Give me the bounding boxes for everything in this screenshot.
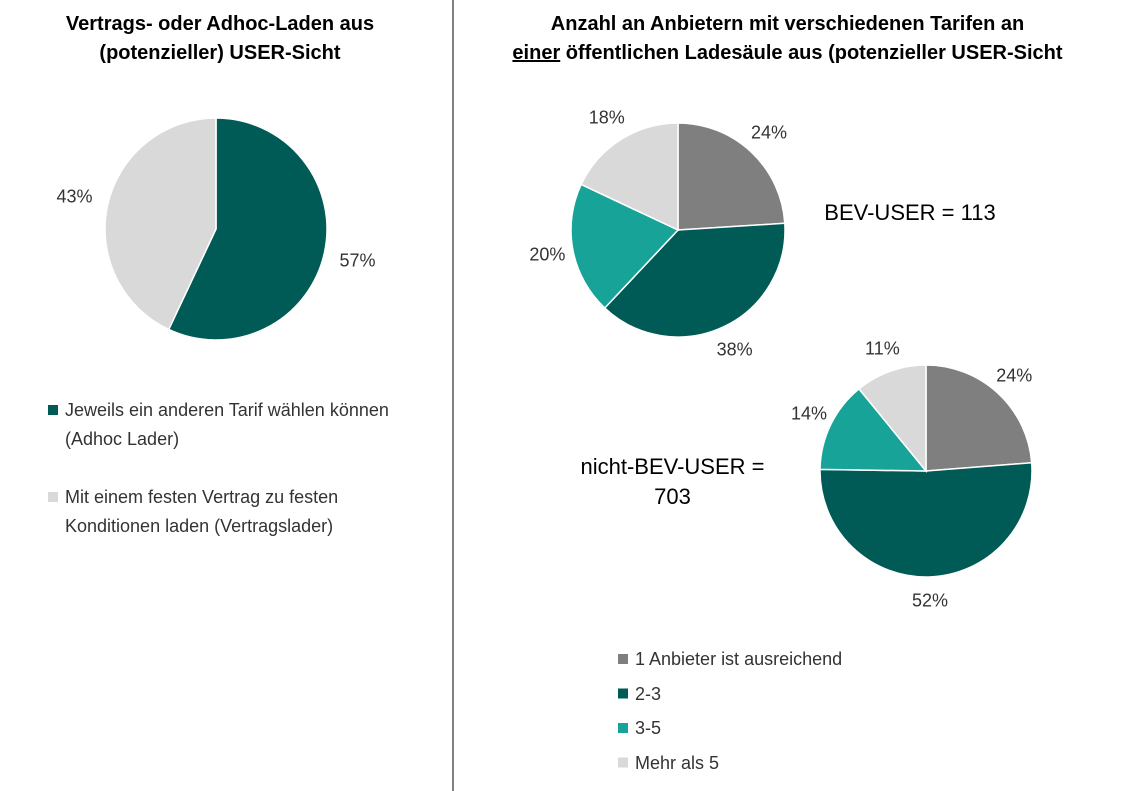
data-label: 18%: [588, 107, 625, 128]
legend-swatch: [48, 492, 58, 502]
legend-entry: 1 Anbieter ist ausreichend: [635, 649, 843, 669]
pie-slice: [857, 364, 927, 474]
data-label: 43%: [56, 186, 93, 207]
data-label: 38%: [716, 339, 753, 360]
legend-entry: Jeweils ein anderen Tarif wählen können …: [65, 400, 389, 449]
chart-title: Anzahl an Anbietern mit verschiedenen Ta…: [455, 10, 1120, 68]
pie-slice: [925, 364, 1033, 472]
pie-slice: [570, 183, 680, 310]
legend-entry: Mit einem festen Vertrag zu festen Kondi…: [65, 487, 339, 536]
data-label: 20%: [529, 244, 566, 265]
title-part: Vertrags- oder Adhoc-Laden aus (potenzie…: [65, 13, 375, 64]
annotation: nicht-BEV-USER = 703: [580, 454, 765, 509]
legend-swatch: [618, 688, 628, 699]
data-label: 57%: [339, 250, 376, 271]
chart-title: Vertrags- oder Adhoc-Laden aus (potenzie…: [20, 10, 420, 68]
pie-slice: [167, 117, 328, 341]
legend-swatch: [618, 757, 628, 768]
title-part: öffentlichen Ladesäule aus (potenzieller…: [565, 42, 1063, 64]
title-part: Anzahl an Anbietern mit verschiedenen Ta…: [550, 13, 1025, 35]
legend-entry: 3-5: [635, 718, 662, 738]
data-label: 14%: [790, 403, 827, 424]
pie-slice: [603, 222, 786, 338]
legend-swatch: [48, 405, 58, 415]
data-label: 52%: [912, 590, 949, 611]
pie-slice: [677, 122, 786, 231]
legend-entry: Mehr als 5: [635, 752, 720, 773]
legend-swatch: [618, 654, 628, 664]
annotation: BEV-USER = 113: [824, 200, 996, 225]
legend-entry: 2-3: [635, 683, 662, 704]
title-part: einer: [512, 42, 561, 64]
pie-slice: [819, 387, 928, 472]
data-label: 24%: [751, 122, 788, 143]
pie-slice: [104, 117, 217, 331]
data-label: 24%: [996, 365, 1033, 386]
pie-slice: [819, 461, 1033, 578]
data-label: 11%: [865, 338, 900, 359]
legend-swatch: [618, 723, 628, 733]
pie-slice: [580, 122, 679, 232]
